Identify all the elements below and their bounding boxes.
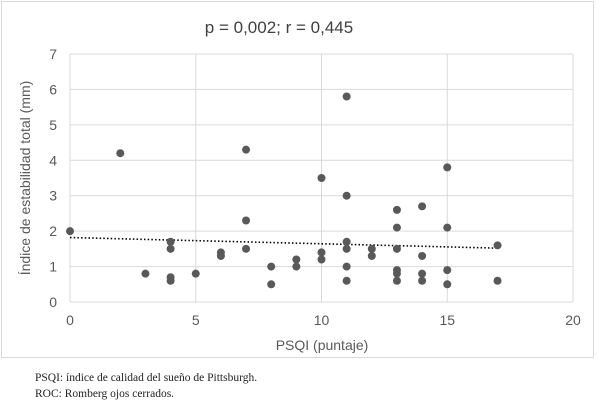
y-tick-label: 5 (49, 117, 57, 133)
data-point (418, 269, 427, 278)
y-tick-label: 2 (49, 223, 57, 239)
scatter-chart: p = 0,002; r = 0,445 0 5 10 15 20 0 1 2 3 4 5 6 7 P… (17, 18, 581, 353)
y-axis-label: Índice de estabilidad total (mm) (17, 81, 33, 276)
x-tick-label: 5 (192, 312, 200, 328)
chart-title: p = 0,002; r = 0,445 (205, 18, 353, 37)
data-point (392, 276, 401, 285)
y-tick-label: 6 (49, 81, 57, 97)
chart-frame (1, 1, 594, 358)
data-point (443, 223, 452, 232)
x-tick-label: 10 (314, 312, 330, 328)
data-point (141, 269, 150, 278)
footnote-psqi: PSQI: índice de calidad del sueño de Pit… (35, 372, 258, 384)
grid-lines (69, 53, 574, 303)
data-point (116, 149, 125, 158)
data-point (342, 262, 351, 271)
y-tick-label: 4 (49, 152, 57, 168)
data-point (317, 248, 326, 257)
data-point (443, 280, 452, 289)
y-tick-labels: 0 1 2 3 4 5 6 7 (49, 46, 57, 310)
data-point (317, 255, 326, 264)
footnote-roc: ROC: Romberg ojos cerrados. (35, 388, 175, 400)
data-point (292, 262, 301, 271)
x-axis-label: PSQI (puntaje) (276, 337, 369, 353)
data-point (367, 244, 376, 253)
y-tick-label: 7 (49, 46, 57, 62)
x-tick-labels: 0 5 10 15 20 (66, 312, 581, 328)
data-point (66, 227, 74, 236)
data-point (342, 237, 351, 246)
trendline-group (69, 236, 498, 249)
data-points (66, 92, 502, 289)
trendline (69, 236, 498, 249)
data-point (493, 241, 502, 250)
data-point (392, 205, 401, 214)
data-point (166, 237, 175, 246)
data-point (418, 202, 427, 211)
x-tick-label: 0 (66, 312, 74, 328)
data-point (392, 244, 401, 253)
data-point (242, 216, 251, 225)
data-point (443, 266, 452, 275)
data-point (166, 244, 175, 253)
data-point (418, 276, 427, 285)
y-tick-label: 1 (49, 259, 57, 275)
data-point (342, 276, 351, 285)
data-point (267, 262, 276, 271)
data-point (342, 92, 351, 101)
data-point (242, 145, 251, 154)
data-point (267, 280, 276, 289)
data-point (166, 276, 175, 285)
data-point (242, 244, 251, 253)
data-point (443, 163, 452, 172)
data-point (418, 251, 427, 260)
data-point (292, 255, 301, 264)
data-point (342, 191, 351, 200)
data-point (493, 276, 502, 285)
data-point (191, 269, 200, 278)
data-point (216, 251, 225, 260)
x-tick-label: 15 (439, 312, 455, 328)
data-point (367, 251, 376, 260)
data-point (392, 269, 401, 278)
footnotes: PSQI: índice de calidad del sueño de Pit… (35, 370, 257, 402)
y-tick-label: 0 (49, 294, 57, 310)
x-tick-label: 20 (565, 312, 581, 328)
data-point (317, 174, 326, 182)
data-point (342, 244, 351, 253)
y-tick-label: 3 (49, 188, 57, 204)
data-point (392, 223, 401, 232)
